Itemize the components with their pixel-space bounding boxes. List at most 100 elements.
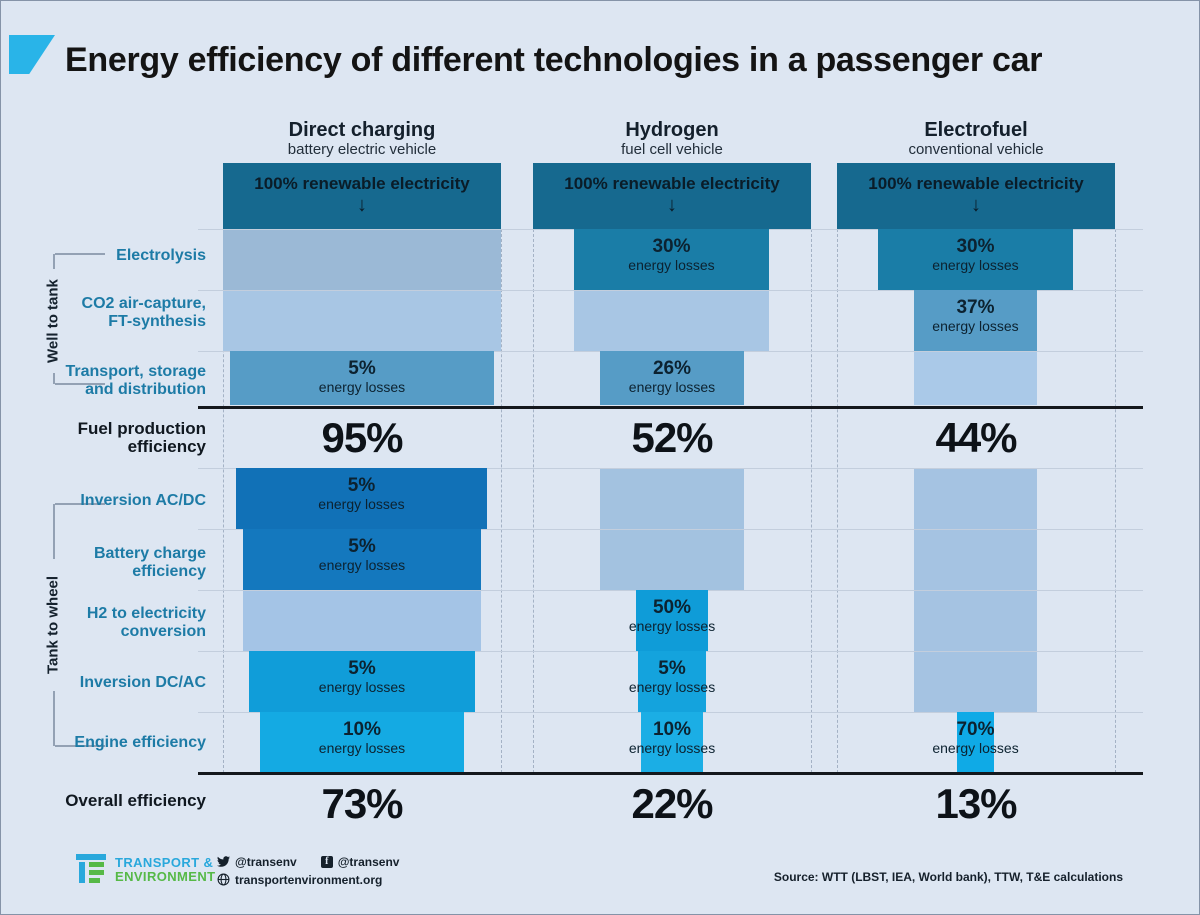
bar-electrofuel-electrolysis-loss: 30% energy losses: [878, 229, 1073, 290]
row-label-overall-efficiency: Overall efficiency: [65, 791, 206, 810]
column-subtitle: battery electric vehicle: [287, 141, 437, 158]
loss-percent: 70%: [956, 719, 995, 740]
bar-hydrogen-electrolysis-loss: 30% energy losses: [574, 229, 769, 290]
loss-caption: energy losses: [318, 379, 406, 395]
row-label-engine-efficiency: Engine efficiency: [74, 734, 206, 751]
dashed-guide: [837, 229, 838, 773]
loss-caption: energy losses: [318, 740, 406, 756]
bar-electrofuel-co2-loss: 37% energy losses: [914, 290, 1037, 351]
loss-caption: energy losses: [628, 257, 715, 273]
overall-divider: [198, 772, 1143, 775]
fuel-production-value-direct: 95%: [321, 414, 403, 461]
twitter-icon: [217, 856, 230, 867]
row-label-fuel-production-efficiency: Fuel production efficiency: [77, 419, 206, 456]
column-header-direct-charging: Direct charging battery electric vehicle: [223, 119, 501, 158]
column-title: Hydrogen: [625, 119, 719, 141]
input-label: 100% renewable electricity: [564, 174, 780, 193]
dashed-guide: [533, 229, 534, 773]
row-label-inversion-acdc: Inversion AC/DC: [80, 492, 206, 509]
down-arrow-icon: ↓: [667, 194, 677, 216]
bar-direct-dcac-loss: 5% energy losses: [249, 651, 475, 712]
bar-direct-engine-loss: 10% energy losses: [260, 712, 464, 773]
column-subtitle: conventional vehicle: [908, 141, 1044, 158]
column-title: Direct charging: [288, 119, 436, 141]
loss-caption: energy losses: [628, 618, 716, 634]
bar-hydrogen-h2conv-loss: 50% energy losses: [629, 590, 715, 651]
facebook-icon: f: [320, 855, 333, 868]
down-arrow-icon: ↓: [357, 194, 367, 216]
bar-direct-input: 100% renewable electricity ↓: [223, 163, 501, 229]
loss-percent: 37%: [956, 297, 995, 318]
dashed-guide: [1115, 229, 1116, 773]
accent-parallelogram: [9, 35, 55, 74]
fuel-production-divider: [198, 406, 1143, 409]
overall-value-electrofuel: 13%: [935, 780, 1017, 827]
column-header-hydrogen: Hydrogen fuel cell vehicle: [533, 119, 811, 158]
input-label: 100% renewable electricity: [254, 174, 470, 193]
bar-direct-battery-loss: 5% energy losses: [243, 529, 481, 590]
website-url: transportenvironment.org: [235, 872, 383, 887]
facebook-handle: @transenv: [337, 854, 400, 869]
bar-direct-co2-pass: [223, 290, 501, 351]
bar-direct-transport-loss: 5% energy losses: [230, 351, 494, 405]
row-label-inversion-dcac: Inversion DC/AC: [79, 674, 206, 691]
loss-percent: 5%: [658, 658, 686, 679]
loss-caption: energy losses: [932, 257, 1019, 273]
input-label: 100% renewable electricity: [868, 174, 1084, 193]
row-label-battery-charge: Battery charge efficiency: [93, 545, 206, 580]
loss-caption: energy losses: [628, 379, 716, 395]
row-label-h2-to-electricity: H2 to electricity conversion: [86, 605, 206, 640]
row-label-electrolysis: Electrolysis: [116, 247, 206, 264]
source-note: Source: WTT (LBST, IEA, World bank), TTW…: [773, 870, 1123, 884]
brand-name: TRANSPORT & ENVIRONMENT: [115, 855, 216, 884]
column-title: Electrofuel: [924, 119, 1028, 141]
loss-caption: energy losses: [932, 318, 1019, 334]
social-links: @transenv f @transenv transportenvironme…: [217, 854, 399, 890]
overall-value-direct: 73%: [321, 780, 403, 827]
loss-percent: 50%: [652, 597, 692, 618]
overall-value-hydrogen: 22%: [631, 780, 713, 827]
bar-electrofuel-engine-loss: 70% energy losses: [932, 712, 1019, 773]
loss-percent: 30%: [956, 236, 995, 257]
page-title: Energy efficiency of different technolog…: [65, 41, 1043, 79]
bar-hydrogen-engine-loss: 10% energy losses: [629, 712, 715, 773]
gridline: [198, 529, 1143, 530]
transport-environment-logo: [76, 854, 110, 884]
loss-caption: energy losses: [318, 679, 406, 695]
bar-electrofuel-input: 100% renewable electricity ↓: [837, 163, 1115, 229]
globe-icon: [217, 873, 230, 886]
dashed-guide: [501, 229, 502, 773]
bar-hydrogen-input: 100% renewable electricity ↓: [533, 163, 811, 229]
loss-percent: 10%: [342, 719, 382, 740]
loss-percent: 30%: [652, 236, 691, 257]
bar-direct-acdc-loss: 5% energy losses: [236, 468, 487, 529]
row-label-transport-storage: Transport, storage and distribution: [65, 363, 206, 398]
row-label-co2-air-capture: CO2 air-capture, FT-synthesis: [81, 295, 206, 330]
dashed-guide: [223, 229, 224, 773]
fuel-production-value-hydrogen: 52%: [631, 414, 713, 461]
dashed-guide: [811, 229, 812, 773]
gridline: [198, 468, 1143, 469]
down-arrow-icon: ↓: [971, 194, 981, 216]
column-header-electrofuel: Electrofuel conventional vehicle: [837, 119, 1115, 158]
loss-caption: energy losses: [318, 557, 406, 573]
bar-hydrogen-co2-pass: [574, 290, 769, 351]
loss-percent: 10%: [652, 719, 692, 740]
bar-electrofuel-transport-pass: [914, 351, 1037, 405]
loss-percent: 5%: [348, 358, 376, 379]
loss-caption: energy losses: [318, 496, 405, 512]
twitter-handle: @transenv: [235, 854, 297, 869]
bar-hydrogen-transport-loss: 26% energy losses: [600, 351, 744, 405]
loss-percent: 5%: [347, 475, 376, 496]
loss-percent: 26%: [652, 358, 692, 379]
loss-caption: energy losses: [628, 679, 716, 695]
gridline: [198, 290, 1143, 291]
bar-direct-electrolysis-pass: [223, 229, 501, 290]
loss-caption: energy losses: [628, 740, 716, 756]
loss-percent: 5%: [348, 658, 376, 679]
loss-percent: 5%: [348, 536, 376, 557]
column-subtitle: fuel cell vehicle: [621, 141, 723, 158]
fuel-production-value-electrofuel: 44%: [935, 414, 1017, 461]
bar-hydrogen-dcac-loss: 5% energy losses: [629, 651, 715, 712]
